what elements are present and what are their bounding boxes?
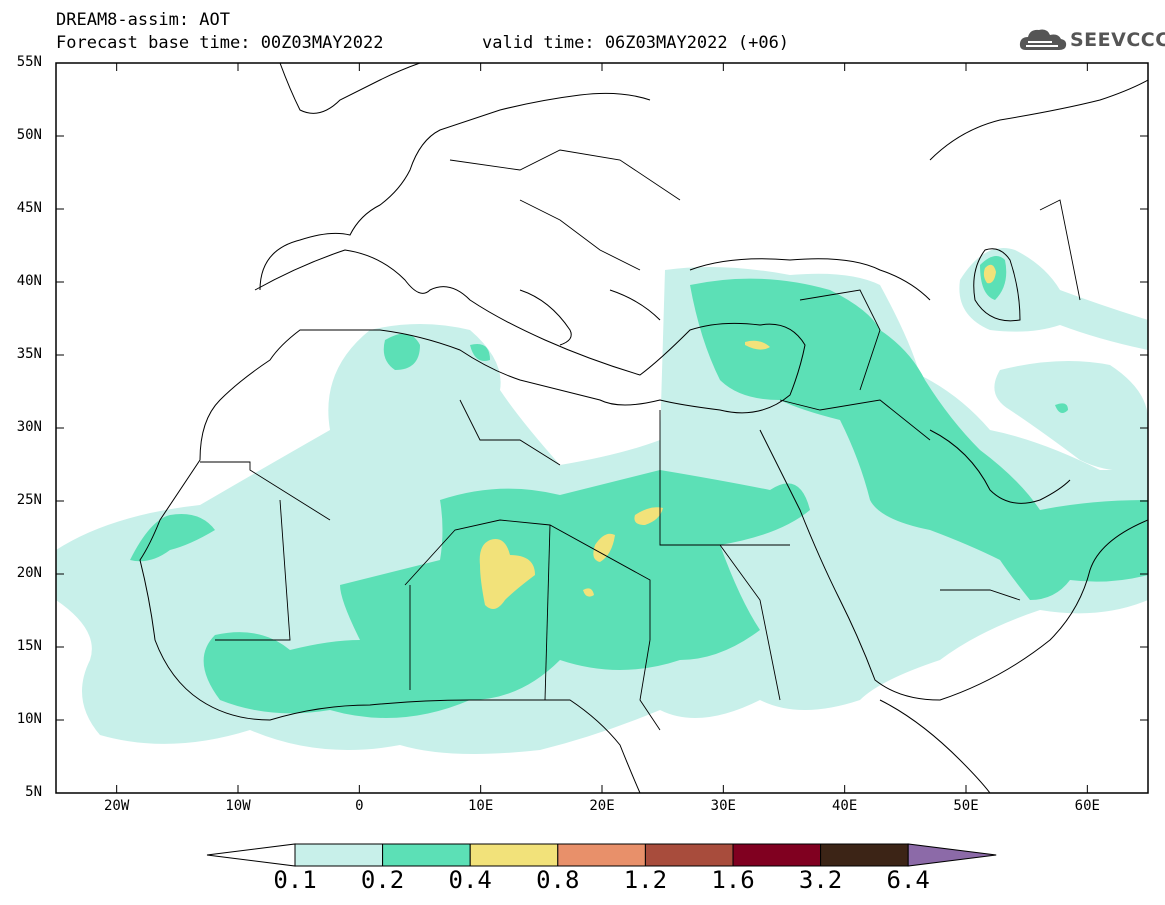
seevccc-logo: SEEVCCC	[1018, 26, 1165, 54]
colorbar-cell	[644, 843, 734, 867]
colorbar-cell	[294, 843, 384, 867]
lon-label-10W: 10W	[225, 798, 251, 814]
colorbar-arrow-high	[907, 843, 997, 867]
lat-label-40N: 40N	[16, 273, 42, 289]
lon-label-40E: 40E	[832, 798, 858, 814]
aot-fields	[56, 248, 1148, 754]
lon-label-0: 0	[355, 798, 364, 814]
colorbar-cell	[820, 843, 909, 867]
colorbar-label: 0.2	[360, 866, 405, 894]
borders	[200, 149, 1081, 731]
lon-label-60E: 60E	[1074, 798, 1100, 814]
lat-label-15N: 15N	[16, 638, 42, 654]
colorbar-arrow-low	[206, 843, 296, 867]
lat-label-35N: 35N	[16, 346, 42, 362]
lon-label-30E: 30E	[710, 798, 736, 814]
forecast-times: Forecast base time: 00Z03MAY2022 valid ti…	[56, 33, 789, 53]
colorbar-cell	[557, 843, 646, 867]
colorbar-cell	[382, 843, 471, 867]
cloud-icon	[1019, 29, 1067, 50]
colorbar-cell	[732, 843, 822, 867]
lat-label-5N: 5N	[25, 784, 42, 800]
valid-time: valid time: 06Z03MAY2022 (+06)	[482, 33, 790, 53]
lat-label-45N: 45N	[16, 200, 42, 216]
colorbar-label: 1.2	[623, 866, 668, 894]
colorbar-label: 3.2	[798, 866, 843, 894]
colorbar-label: 1.6	[711, 866, 755, 894]
logo-text: SEEVCCC	[1070, 29, 1165, 51]
colorbar-label: 0.1	[273, 866, 317, 894]
lon-label-10E: 10E	[468, 798, 494, 814]
colorbar-label: 0.8	[536, 866, 580, 894]
colorbar-label: 6.4	[886, 866, 930, 894]
lon-label-20W: 20W	[104, 798, 130, 814]
lat-label-55N: 55N	[16, 54, 42, 70]
colorbar-cell	[469, 843, 559, 867]
lat-label-20N: 20N	[16, 565, 42, 581]
lon-label-20E: 20E	[589, 798, 615, 814]
lat-label-10N: 10N	[16, 711, 42, 727]
lat-label-25N: 25N	[16, 492, 42, 508]
map-title: DREAM8-assim: AOT	[56, 10, 230, 30]
lon-label-50E: 50E	[953, 798, 979, 814]
colorbar-label: 0.4	[448, 866, 492, 894]
axis-ticks	[56, 62, 1148, 794]
lat-label-50N: 50N	[16, 127, 42, 143]
coastlines	[139, 63, 1148, 793]
aot-band-0.4-0.8	[479, 264, 996, 609]
lat-label-30N: 30N	[16, 419, 42, 435]
base-time: Forecast base time: 00Z03MAY2022	[56, 33, 384, 53]
